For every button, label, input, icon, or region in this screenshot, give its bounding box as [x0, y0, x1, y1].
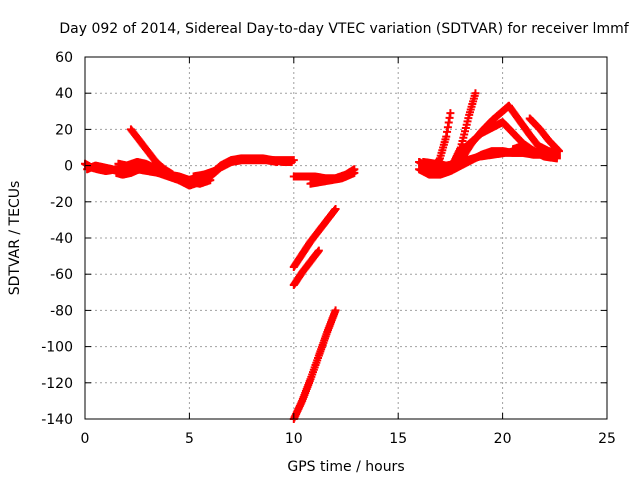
x-tick-label: 0 [81, 431, 90, 447]
y-tick-label: 60 [55, 50, 73, 66]
data-marker-path [289, 306, 340, 423]
data-marker-path [289, 246, 323, 290]
x-tick-label: 5 [185, 431, 194, 447]
series-arc-m [289, 306, 340, 423]
series-arc-h [189, 156, 282, 181]
y-tick-label: -140 [41, 412, 73, 428]
x-tick-label: 25 [598, 431, 616, 447]
x-tick-label: 20 [494, 431, 512, 447]
y-tick-label: -80 [50, 303, 73, 319]
y-tick-label: -120 [41, 376, 73, 392]
data-marker-path [306, 168, 359, 188]
series-arc-k [289, 205, 340, 271]
data-marker-path [509, 141, 561, 159]
series-arc-l [289, 246, 323, 290]
series-arc-b [83, 161, 117, 174]
data-marker-path [189, 156, 282, 181]
y-tick-label: -100 [41, 340, 73, 356]
axis-ticks: 0 5 10 15 20 25 -140 -120 -100 -80 -60 -40 -20 0 20 40 6… [41, 50, 616, 447]
y-tick-label: -60 [50, 267, 73, 283]
y-tick-label: 40 [55, 86, 73, 102]
series-arc-v [525, 114, 563, 156]
data-marker-path [289, 205, 340, 271]
y-tick-label: 0 [64, 159, 73, 175]
y-tick-label: -40 [50, 231, 73, 247]
x-axis-title: GPS time / hours [287, 459, 404, 475]
data-marker-path [83, 161, 117, 174]
series-arc-u [509, 141, 561, 159]
grid-lines [85, 57, 607, 419]
x-tick-label: 15 [389, 431, 407, 447]
y-tick-label: -20 [50, 195, 73, 211]
data-marker-path [525, 114, 563, 156]
y-axis-title: SDTVAR / TECUs [7, 181, 23, 296]
chart-title: Day 092 of 2014, Sidereal Day-to-day VTE… [59, 21, 629, 37]
series-arc-j [306, 168, 359, 188]
x-tick-label: 10 [285, 431, 303, 447]
y-tick-label: 20 [55, 122, 73, 138]
data-points [81, 89, 563, 423]
